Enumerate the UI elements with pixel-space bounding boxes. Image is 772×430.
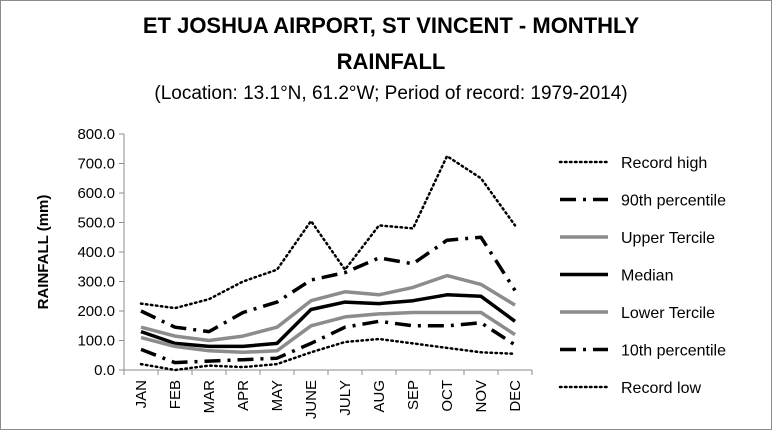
chart-title-line1: ET JOSHUA AIRPORT, ST VINCENT - MONTHLY (142, 13, 640, 38)
series-line-upper-tercile (140, 273, 516, 343)
x-tick-label: JULY (337, 380, 354, 416)
x-tick-label: MAR (201, 380, 218, 414)
x-tick-label: AUG (371, 380, 388, 413)
series-line-record-high (139, 154, 517, 310)
series-line-record-low (139, 337, 517, 372)
x-tick-label: JAN (133, 380, 150, 408)
y-tick-label: 100.0 (77, 333, 115, 350)
axes: 0.0 100.0 200.0 300.0 400.0 500.0 600.0 700.0 80… (77, 126, 533, 419)
legend-label-90th-percentile: 90th percentile (621, 193, 726, 210)
legend-label-lower-tercile: Lower Tercile (621, 305, 715, 322)
series-line-90th-percentile (140, 235, 517, 334)
x-tick-label: SEP (405, 380, 422, 410)
y-tick-label: 200.0 (77, 303, 115, 320)
chart-title-line2: RAINFALL (336, 49, 446, 74)
x-tick-label: MAY (269, 380, 286, 411)
x-tick-label: FEB (167, 380, 184, 409)
y-tick-label: 600.0 (77, 185, 115, 202)
series-line-10th-percentile (140, 319, 516, 365)
series-line-median (140, 293, 517, 349)
legend: Record high 90th percentile Upper Tercile M… (558, 155, 726, 397)
legend-label-upper-tercile: Upper Tercile (621, 230, 715, 247)
legend-label-record-low: Record low (621, 380, 701, 397)
x-tick-label: OCT (439, 380, 456, 412)
series-lines (139, 154, 517, 372)
y-tick-label: 500.0 (77, 215, 115, 232)
chart-subtitle: (Location: 13.1°N, 61.2°W; Period of rec… (154, 83, 628, 104)
legend-label-10th-percentile: 10th percentile (621, 343, 726, 360)
x-tick-label: APR (235, 380, 252, 411)
y-tick-label: 800.0 (77, 126, 115, 143)
x-tick-label: JUNE (303, 380, 320, 419)
y-tick-label: 400.0 (77, 244, 115, 261)
y-axis-label: RAINFALL (mm) (35, 195, 52, 310)
y-tick-label: 0.0 (94, 362, 115, 379)
legend-label-median: Median (621, 268, 673, 285)
y-tick-label: 300.0 (77, 274, 115, 291)
series-line-lower-tercile (140, 310, 516, 355)
legend-label-record-high: Record high (621, 155, 707, 172)
y-tick-label: 700.0 (77, 156, 115, 173)
x-tick-label: DEC (507, 380, 524, 412)
x-tick-label: NOV (473, 380, 490, 413)
